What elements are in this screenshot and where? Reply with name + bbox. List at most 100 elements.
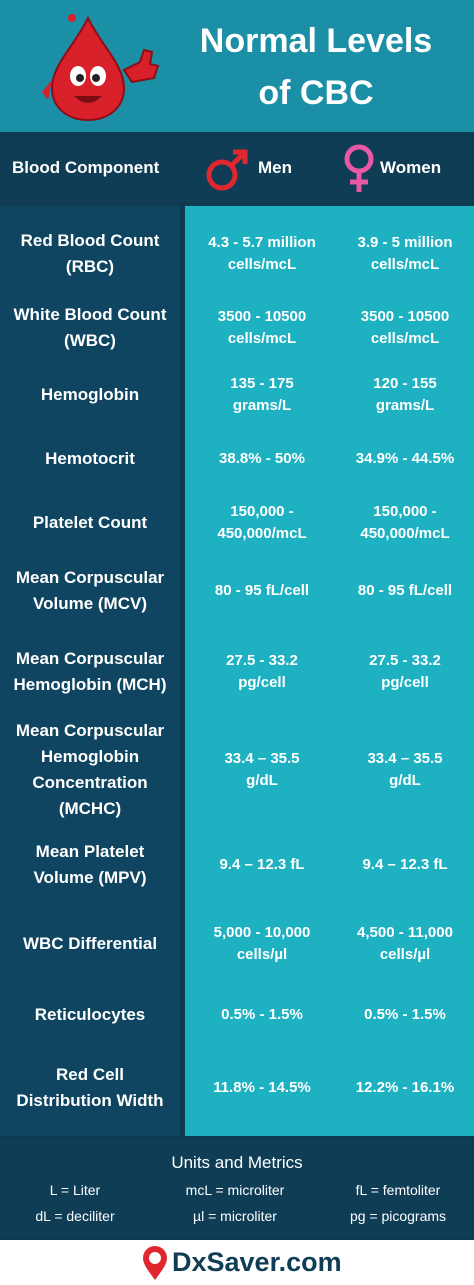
header: Normal Levels of CBC xyxy=(0,0,474,132)
women-cell: 12.2% - 16.1% xyxy=(336,1050,474,1125)
unit: L = Liter xyxy=(49,1182,101,1198)
cell-line: 3500 - 10500 xyxy=(217,308,307,325)
component-cell: Hemotocrit xyxy=(0,427,180,490)
cell-line: Mean Platelet xyxy=(35,842,145,861)
cell-line: 33.4 – 35.5 xyxy=(367,750,443,767)
women-cell: 3.9 - 5 million cells/mcL xyxy=(336,215,474,293)
men-cell: 11.8% - 14.5% xyxy=(188,1050,336,1125)
cell-line: g/dL xyxy=(389,772,421,789)
women-cell: 80 - 95 fL/cell xyxy=(336,555,474,626)
men-cell: 33.4 – 35.5 g/dL xyxy=(188,718,336,822)
cell-line: 450,000/mcL xyxy=(217,524,307,542)
component-cell: Platelet Count xyxy=(0,490,180,555)
cell-line: WBC Differential xyxy=(22,934,158,953)
cell-line: Mean Corpuscular xyxy=(15,649,165,668)
men-cell: 80 - 95 fL/cell xyxy=(188,555,336,626)
cell-line: g/dL xyxy=(246,772,278,789)
unit: µl = microliter xyxy=(193,1208,277,1224)
unit: pg = picograms xyxy=(349,1208,447,1224)
cell-line: Mean Corpuscular xyxy=(15,721,165,740)
column-header: Men xyxy=(258,158,292,177)
component-cell: Hemoglobin xyxy=(0,363,180,427)
men-cell: 4.3 - 5.7 million cells/mcL xyxy=(188,215,336,293)
cell-line: cells/mcL xyxy=(370,330,440,347)
cell-line: 27.5 - 33.2 xyxy=(226,652,298,669)
women-cell: 27.5 - 33.2 pg/cell xyxy=(336,626,474,718)
cell-line: cells/mcL xyxy=(227,330,297,347)
cell-line: (RBC) xyxy=(65,257,115,276)
component-cell: White Blood Count (WBC) xyxy=(0,293,180,363)
component-cell: Reticulocytes xyxy=(0,980,180,1050)
cell-line: Platelet Count xyxy=(32,512,148,532)
cell-line: cells/µl xyxy=(379,946,431,963)
component-cell: Mean Corpuscular Hemoglobin Concentration (… xyxy=(0,718,180,822)
cell-line: 450,000/mcL xyxy=(360,524,450,542)
unit: fL = femtoliter xyxy=(355,1182,441,1198)
cell-line: 12.2% - 16.1% xyxy=(355,1078,455,1096)
cell-line: 135 - 175 xyxy=(230,375,294,392)
component-cell: Mean Corpuscular Hemoglobin (MCH) xyxy=(0,626,180,718)
cell-line: 4.3 - 5.7 million xyxy=(208,234,316,251)
cell-line: cells/mcL xyxy=(370,256,440,273)
women-cell: 3500 - 10500 cells/mcL xyxy=(336,293,474,363)
cell-line: 80 - 95 fL/cell xyxy=(214,581,310,599)
cell-line: 120 - 155 xyxy=(373,375,437,392)
cell-line: 150,000 - xyxy=(373,502,437,520)
women-cell: 0.5% - 1.5% xyxy=(336,980,474,1050)
men-cell: 3500 - 10500 cells/mcL xyxy=(188,293,336,363)
cell-line: Volume (MPV) xyxy=(33,868,147,887)
cell-line: 3.9 - 5 million xyxy=(357,234,453,251)
cell-line: cells/mcL xyxy=(227,256,297,273)
cell-line: Hemotocrit xyxy=(45,448,135,468)
pin-icon xyxy=(143,1246,167,1280)
title-line: Normal Levels xyxy=(199,22,433,60)
table-header: Blood Component Men Women xyxy=(0,136,474,202)
unit: dL = deciliter xyxy=(35,1208,115,1224)
values-column xyxy=(185,206,474,1136)
cell-line: 0.5% - 1.5% xyxy=(364,1006,446,1023)
women-cell: 120 - 155 grams/L xyxy=(336,363,474,427)
cell-line: 34.9% - 44.5% xyxy=(355,449,455,467)
cell-line: pg/cell xyxy=(238,674,286,691)
cell-line: 3500 - 10500 xyxy=(360,308,450,325)
men-cell: 9.4 – 12.3 fL xyxy=(188,822,336,908)
cell-line: Concentration xyxy=(32,773,148,792)
cell-line: 9.4 – 12.3 fL xyxy=(219,856,305,873)
women-cell: 150,000 - 450,000/mcL xyxy=(336,490,474,555)
women-cell: 34.9% - 44.5% xyxy=(336,427,474,490)
men-cell: 5,000 - 10,000 cells/µl xyxy=(188,908,336,980)
women-cell: 33.4 – 35.5 g/dL xyxy=(336,718,474,822)
cell-line: 150,000 - xyxy=(230,502,294,520)
cell-line: 11.8% - 14.5% xyxy=(213,1078,311,1096)
cell-line: grams/L xyxy=(375,397,435,414)
title-line: of CBC xyxy=(258,74,374,112)
cell-line: 4,500 - 11,000 xyxy=(357,924,453,941)
units-panel: Units and Metrics L = Liter mcL = microli… xyxy=(0,1141,474,1237)
cell-line: Distribution Width xyxy=(16,1090,164,1110)
women-cell: 4,500 - 11,000 cells/µl xyxy=(336,908,474,980)
cell-line: grams/L xyxy=(232,397,292,414)
component-column xyxy=(0,206,180,1136)
column-header: Women xyxy=(380,158,442,177)
cell-line: 5,000 - 10,000 xyxy=(213,924,311,941)
cell-line: cells/µl xyxy=(236,946,288,963)
men-cell: 135 - 175 grams/L xyxy=(188,363,336,427)
units-title: Units and Metrics xyxy=(171,1153,303,1172)
cell-line: Reticulocytes xyxy=(34,1005,146,1024)
cell-line: Red Cell xyxy=(55,1064,125,1084)
cell-line: Hemoglobin xyxy=(40,385,140,404)
component-cell: Red Blood Count (RBC) xyxy=(0,215,180,293)
brand-bar: DxSaver.com xyxy=(0,1240,474,1285)
men-cell: 150,000 - 450,000/mcL xyxy=(188,490,336,555)
women-cell: 9.4 – 12.3 fL xyxy=(336,822,474,908)
cell-line: Volume (MCV) xyxy=(33,593,147,613)
female-icon xyxy=(344,144,374,192)
cell-line: (MCHC) xyxy=(58,799,122,818)
cell-line: Hemoglobin xyxy=(40,747,140,766)
cell-line: 38.8% - 50% xyxy=(219,449,305,467)
brand: DxSaver.com xyxy=(172,1247,342,1277)
cell-line: pg/cell xyxy=(381,674,429,691)
column-header: Blood Component xyxy=(12,158,160,177)
cell-line: 0.5% - 1.5% xyxy=(221,1006,303,1023)
